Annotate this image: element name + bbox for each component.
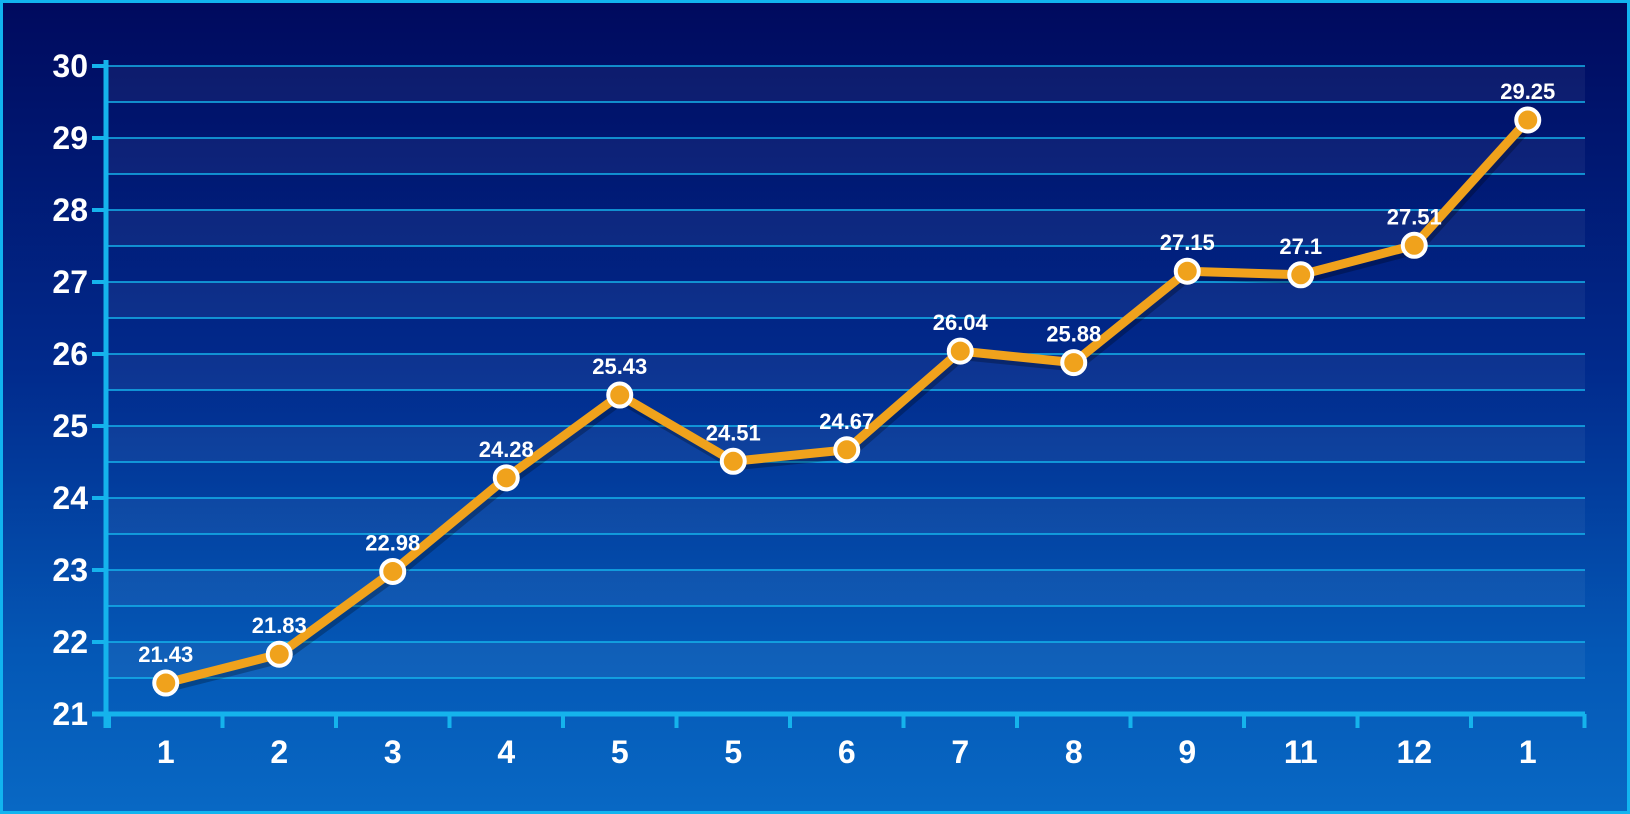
y-tick-label: 27 [52,264,88,300]
grid-band [106,570,1585,606]
grid-band [106,498,1585,534]
data-label: 27.51 [1387,204,1442,229]
data-point [1287,261,1315,289]
grid-band [106,66,1585,102]
data-label: 21.83 [252,613,307,638]
data-label: 25.88 [1046,322,1101,347]
data-point [1514,106,1542,134]
x-tick-label: 9 [1178,734,1196,770]
data-label: 26.04 [933,310,989,335]
grid-band [106,210,1585,246]
data-point [1060,349,1088,377]
gridlines [106,65,1585,715]
y-tick-label: 23 [52,552,88,588]
x-tick-label: 11 [1284,734,1318,770]
data-point [492,464,520,492]
x-tick-labels: 1 2 3 4 5 5 6 7 8 9 11 12 1 [157,734,1537,770]
data-point [1400,231,1428,259]
data-label: 22.98 [365,530,420,555]
data-point [606,381,634,409]
data-label: 21.43 [138,642,193,667]
y-tick-label: 25 [52,408,88,444]
x-tick-label: 6 [838,734,856,770]
y-tick-label: 22 [52,624,88,660]
x-tick-label: 5 [724,734,742,770]
x-tick-label: 8 [1065,734,1083,770]
x-tick-label: 5 [611,734,629,770]
data-label: 24.67 [819,409,874,434]
grid-band [106,642,1585,678]
y-tick-label: 30 [52,48,88,84]
data-series [152,106,1542,697]
y-tick-label: 21 [52,696,88,732]
data-labels: 21.43 21.83 22.98 24.28 25.43 24.51 24.67 26.04… [138,79,1555,667]
data-label: 24.51 [706,420,761,445]
data-point [719,447,747,475]
x-tick-label: 12 [1396,734,1432,770]
x-tick-label: 4 [497,734,515,770]
data-point [1173,257,1201,285]
y-tick-label: 29 [52,120,88,156]
x-tick-label: 2 [270,734,288,770]
data-point [833,436,861,464]
y-tick-label: 26 [52,336,88,372]
data-label: 29.25 [1500,79,1555,104]
data-label: 27.1 [1279,234,1322,259]
data-point [946,337,974,365]
data-label: 24.28 [479,437,534,462]
y-tick-label: 24 [52,480,88,516]
x-tick-label: 1 [1519,734,1537,770]
grid-band [106,282,1585,318]
y-tick-label: 28 [52,192,88,228]
axes [92,60,1587,728]
data-label: 27.15 [1160,230,1215,255]
data-label: 25.43 [592,354,647,379]
grid-band [106,354,1585,390]
y-tick-labels: 21 22 23 24 25 26 27 28 29 30 [52,48,88,732]
data-point [379,557,407,585]
x-tick-label: 7 [951,734,969,770]
grid-band [106,138,1585,174]
x-tick-label: 1 [157,734,175,770]
data-point [265,640,293,668]
x-tick-label: 3 [384,734,402,770]
data-point [152,669,180,697]
